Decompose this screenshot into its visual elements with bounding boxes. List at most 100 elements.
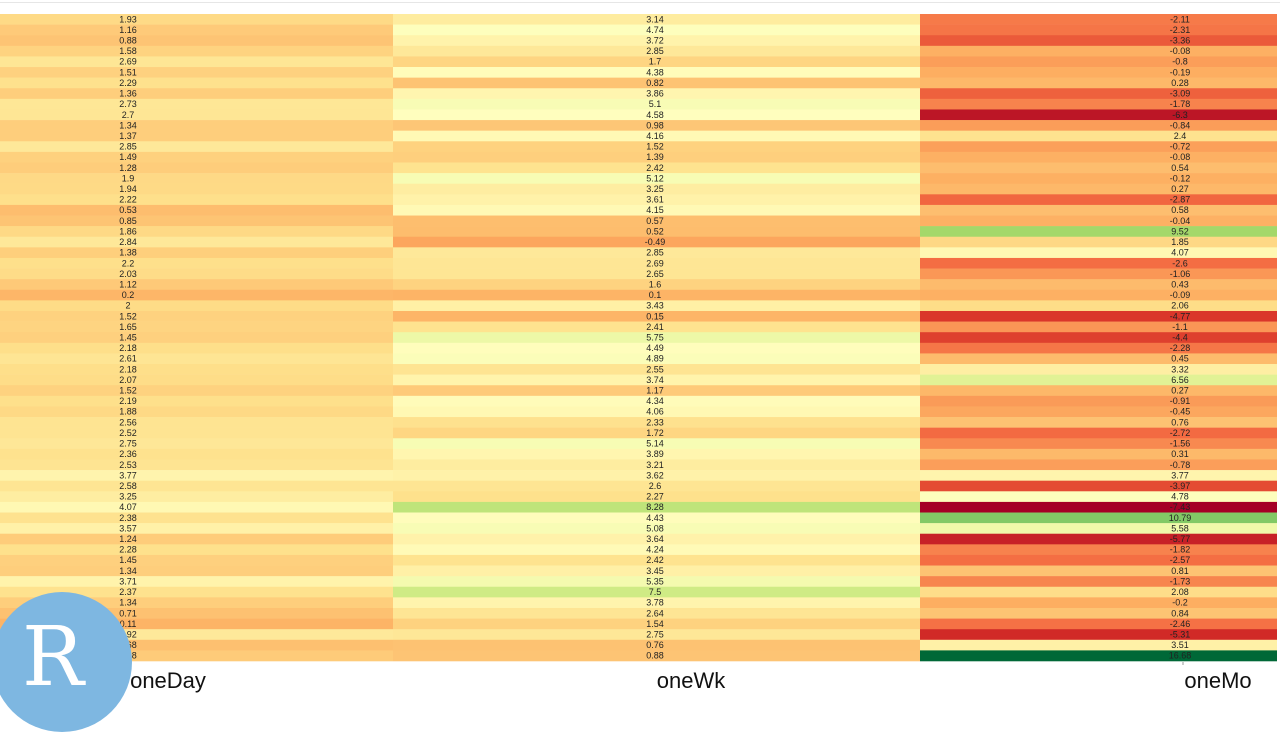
cell-value-label: 2.28 — [119, 545, 137, 555]
cell-value-label: 2.07 — [119, 375, 137, 385]
heatmap-cell — [0, 639, 393, 651]
heatmap-cell — [0, 332, 393, 344]
heatmap-cell — [920, 448, 1277, 460]
heatmap-cell — [920, 523, 1277, 535]
cell-value-label: 3.14 — [646, 14, 664, 24]
cell-value-label: -7.43 — [1170, 502, 1191, 512]
heatmap-cell — [0, 162, 393, 174]
heatmap-cell — [920, 438, 1277, 450]
heatmap-cell — [393, 650, 920, 662]
heatmap-cell — [393, 629, 920, 641]
heatmap-cell — [0, 470, 393, 481]
heatmap-cell — [393, 141, 920, 153]
cell-value-label: 1.94 — [119, 184, 137, 194]
heatmap-cell — [393, 353, 920, 365]
cell-value-label: -4.4 — [1172, 333, 1188, 343]
heatmap-cell — [920, 204, 1277, 216]
heatmap-cell — [393, 544, 920, 556]
cell-value-label: 5.12 — [646, 173, 664, 183]
heatmap-cell — [393, 14, 920, 25]
cell-value-label: -0.08 — [1170, 46, 1191, 56]
heatmap-cell — [393, 565, 920, 577]
cell-value-label: 3.71 — [119, 576, 137, 586]
cell-value-label: 0.11 — [120, 619, 137, 629]
heatmap-cell — [393, 151, 920, 163]
cell-value-label: -2.11 — [1170, 14, 1190, 24]
cell-value-label: 2.56 — [119, 417, 137, 427]
cell-value-label: -2.31 — [1170, 25, 1191, 35]
cell-value-label: -6.3 — [1172, 110, 1188, 120]
heatmap-cell — [920, 141, 1277, 153]
heatmap-cell — [393, 342, 920, 354]
heatmap-cell — [920, 289, 1277, 301]
cell-value-label: -1.82 — [1170, 545, 1191, 555]
cell-value-label: -3.09 — [1170, 89, 1191, 99]
cell-value-label: 4.16 — [646, 131, 664, 141]
cell-value-label: 2.42 — [646, 555, 664, 565]
cell-value-label: -1.78 — [1170, 99, 1191, 109]
cell-value-label: 1.85 — [1171, 237, 1189, 247]
heatmap-cell — [920, 417, 1277, 428]
heatmap-cell — [0, 364, 393, 375]
heatmap-cell — [0, 523, 393, 535]
cell-value-label: 1.34 — [119, 566, 137, 576]
heatmap-cell — [393, 554, 920, 566]
cell-value-label: 3.51 — [1171, 640, 1189, 650]
cell-value-label: 3.25 — [646, 184, 664, 194]
heatmap-cell — [920, 14, 1277, 25]
heatmap-cell — [920, 512, 1277, 524]
cell-value-label: -0.04 — [1170, 216, 1191, 226]
heatmap-cell — [0, 406, 393, 418]
cell-value-label: 1.24 — [119, 534, 137, 544]
heatmap-cell — [0, 67, 393, 78]
cell-value-label: -1.56 — [1170, 439, 1191, 449]
cell-value-label: 1.52 — [119, 311, 137, 321]
heatmap-cell — [0, 247, 393, 259]
cell-value-label: 3.74 — [646, 375, 664, 385]
cell-value-label: 1.6 — [649, 279, 662, 289]
cell-value-label: 9.52 — [1171, 226, 1189, 236]
heatmap-cell — [0, 321, 393, 333]
heatmap-cell — [920, 56, 1277, 68]
cell-value-label: 1.52 — [119, 386, 137, 396]
cell-value-label: 2.85 — [646, 248, 664, 258]
cell-value-label: -0.91 — [1170, 396, 1191, 406]
heatmap-cell — [393, 300, 920, 312]
heatmap-cell — [393, 183, 920, 195]
heatmap-cell — [393, 332, 920, 344]
cell-value-label: 1.49 — [119, 152, 137, 162]
heatmap-cell — [393, 289, 920, 301]
heatmap-cell — [393, 162, 920, 174]
cell-value-label: -0.08 — [1170, 152, 1191, 162]
heatmap-cell — [0, 353, 393, 365]
cell-value-label: -2.57 — [1170, 555, 1191, 565]
cell-value-label: 4.89 — [646, 354, 664, 364]
cell-value-label: 2.53 — [119, 460, 137, 470]
cell-value-label: 2.85 — [646, 46, 664, 56]
heatmap-cell — [920, 501, 1277, 513]
cell-value-label: 0.15 — [646, 311, 664, 321]
heatmap-cell — [393, 448, 920, 460]
heatmap-cell — [0, 204, 393, 216]
heatmap-cell — [393, 374, 920, 386]
heatmap-cell — [920, 533, 1277, 545]
cell-value-label: 2.75 — [646, 629, 664, 639]
heatmap-cell — [0, 289, 393, 301]
heatmap-cell — [393, 24, 920, 36]
cell-value-label: 5.58 — [1171, 523, 1189, 533]
cell-value-label: 2.37 — [119, 587, 137, 597]
cell-value-label: -0.78 — [1170, 460, 1191, 470]
heatmap-cell — [0, 395, 393, 407]
heatmap-cell — [0, 565, 393, 577]
cell-value-label: 3.64 — [646, 534, 664, 544]
cell-value-label: 1.34 — [119, 120, 137, 130]
cell-value-label: 3.32 — [1171, 364, 1189, 374]
heatmap-cell — [393, 268, 920, 280]
heatmap-cell — [0, 512, 393, 524]
cell-value-label: 5.1 — [649, 99, 662, 109]
heatmap-cell — [920, 406, 1277, 418]
heatmap-cell — [0, 109, 393, 121]
cell-value-label: 0.2 — [122, 290, 135, 300]
heatmap-cell — [0, 342, 393, 354]
column-label-oneMo: oneMo — [1184, 668, 1252, 693]
